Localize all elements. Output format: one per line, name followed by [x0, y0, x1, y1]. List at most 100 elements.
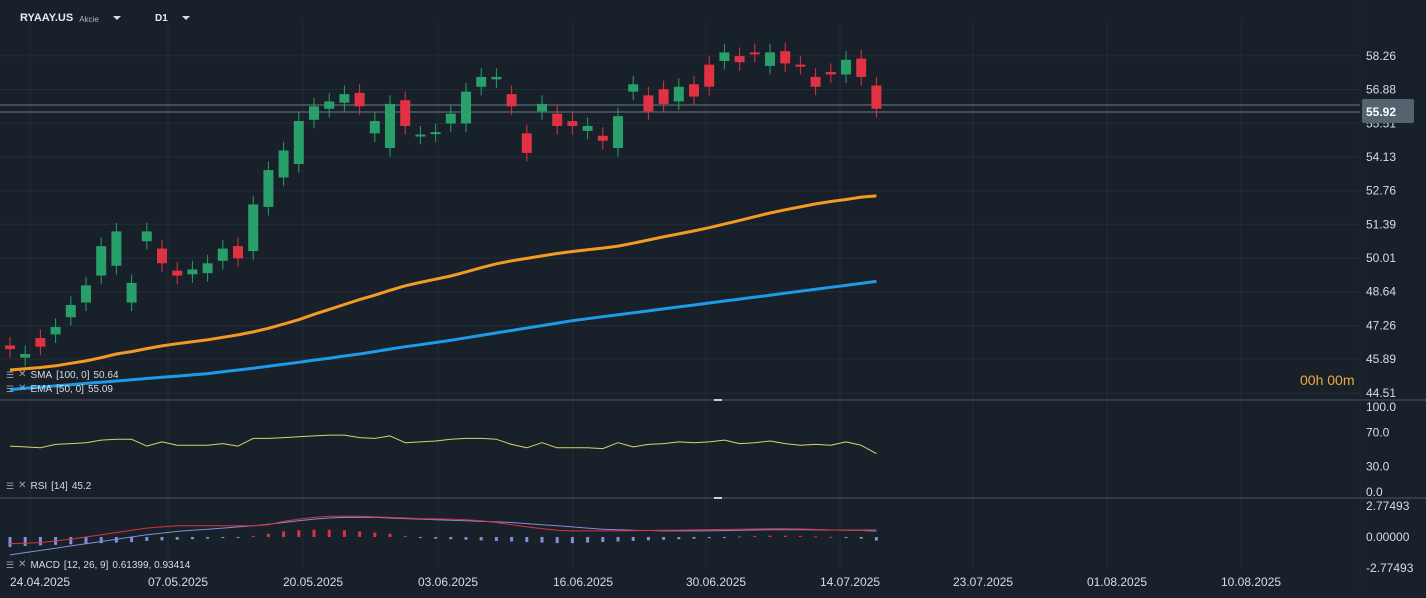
timeframe-dropdown-icon[interactable]: [181, 16, 190, 20]
date-axis-label: 03.06.2025: [418, 575, 478, 589]
close-icon[interactable]: ✕: [18, 383, 27, 394]
ema-legend: ☰ ✕ EMA [50, 0] 55.09: [6, 383, 113, 395]
macd-bar: [114, 537, 118, 543]
candle-body: [734, 56, 745, 63]
macd-bar: [540, 537, 544, 543]
ema-label: EMA: [30, 383, 53, 395]
macd-values: 0.61399, 0.93414: [112, 559, 191, 571]
macd-bar: [434, 537, 438, 539]
price-axis-label: 56.88: [1366, 83, 1396, 97]
candle-body: [567, 121, 578, 126]
candle-body: [35, 338, 46, 347]
candle-body: [400, 100, 411, 126]
macd-bar: [175, 537, 179, 540]
price-axis-label: 50.01: [1366, 251, 1396, 265]
macd-params: [12, 26, 9]: [63, 559, 109, 571]
candle-body: [613, 116, 623, 149]
close-icon[interactable]: ✕: [18, 369, 27, 380]
macd-bar: [783, 535, 787, 537]
symbol-selector[interactable]: RYAAY.US Akcie: [20, 8, 121, 28]
macd-label: MACD: [30, 559, 60, 571]
macd-bar: [601, 537, 605, 543]
macd-bar: [570, 537, 574, 544]
rsi-axis-label: 70.0: [1366, 426, 1390, 440]
candle-body: [871, 85, 882, 109]
macd-legend: ☰ ✕ MACD [12, 26, 9] 0.61399, 0.93414: [6, 559, 190, 571]
settings-icon[interactable]: ☰: [6, 370, 15, 380]
symbol-type: Akcie: [79, 14, 99, 24]
date-axis-label: 24.04.2025: [10, 575, 70, 589]
candle-body: [643, 95, 654, 112]
macd-bar: [874, 537, 878, 541]
candle-body: [552, 113, 563, 126]
macd-bar: [646, 537, 650, 541]
candle-body: [385, 103, 395, 149]
candle-body: [65, 304, 76, 318]
candle-body: [506, 94, 517, 107]
rsi-axis-label: 0.0: [1366, 485, 1383, 499]
candle-body: [719, 52, 730, 61]
close-icon[interactable]: ✕: [18, 559, 27, 570]
candle-body: [841, 59, 851, 75]
macd-bar: [388, 533, 392, 537]
macd-bar: [418, 537, 422, 538]
candle-body: [369, 121, 380, 134]
date-axis-label: 20.05.2025: [283, 575, 343, 589]
candle-body: [415, 134, 426, 137]
candle-body: [491, 76, 502, 80]
candle-body: [81, 285, 91, 303]
macd-bar: [738, 536, 742, 538]
date-axis-label: 07.05.2025: [148, 575, 208, 589]
candle-body: [521, 133, 532, 153]
macd-bar: [342, 530, 346, 537]
rsi-legend: ☰ ✕ RSI [14] 45.2: [6, 480, 91, 492]
macd-bar: [236, 537, 240, 538]
sma-value: 50.64: [93, 369, 119, 381]
macd-bar: [297, 530, 301, 537]
date-axis-label: 10.08.2025: [1221, 575, 1281, 589]
price-axis-label: 54.13: [1366, 150, 1396, 164]
candle-body: [126, 282, 137, 303]
ema-line: [9, 194, 877, 372]
settings-icon[interactable]: ☰: [6, 384, 15, 394]
candle-body: [704, 64, 715, 87]
macd-bar: [768, 535, 772, 537]
symbol-dropdown-icon[interactable]: [112, 16, 121, 20]
macd-bar: [677, 537, 681, 540]
macd-line: [9, 516, 877, 556]
date-axis-label: 14.07.2025: [820, 575, 880, 589]
date-axis-label: 23.07.2025: [953, 575, 1013, 589]
macd-axis-label: 0.00000: [1366, 530, 1410, 544]
macd-bar: [23, 537, 27, 546]
grid-lines: [0, 20, 1360, 570]
candle-body: [309, 106, 319, 120]
candle-body: [293, 121, 304, 164]
candle-body: [324, 101, 335, 109]
candle-timer: 00h 00m: [1300, 372, 1355, 388]
ema-value: 55.09: [87, 383, 113, 395]
sma-legend: ☰ ✕ SMA [100, 0] 50.64: [6, 369, 119, 381]
macd-bar: [327, 529, 331, 537]
settings-icon[interactable]: ☰: [6, 481, 15, 491]
candle-body: [141, 231, 152, 242]
macd-bar: [662, 537, 666, 540]
candles: [5, 42, 882, 367]
macd-bar: [631, 537, 635, 541]
candle-body: [96, 246, 107, 276]
candle-body: [795, 64, 806, 67]
timeframe-selector[interactable]: D1: [155, 8, 190, 28]
candle-body: [825, 72, 836, 75]
candle-body: [202, 263, 213, 274]
macd-bar: [722, 537, 726, 538]
macd-bar: [692, 537, 696, 539]
macd-bar: [282, 531, 286, 537]
macd-bar: [859, 537, 863, 539]
candle-body: [187, 269, 198, 275]
current-price-label: 55.92: [1366, 105, 1397, 119]
macd-bar: [358, 531, 362, 537]
candle-body: [749, 52, 760, 55]
macd-axis-label: 2.77493: [1366, 499, 1410, 513]
close-icon[interactable]: ✕: [18, 480, 27, 491]
settings-icon[interactable]: ☰: [6, 560, 15, 570]
